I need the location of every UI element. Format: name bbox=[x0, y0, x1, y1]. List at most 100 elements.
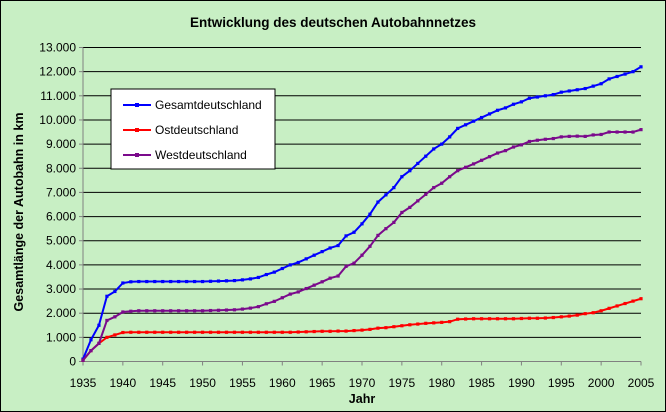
data-point-westdeutschland bbox=[352, 261, 356, 265]
data-point-westdeutschland bbox=[248, 306, 252, 310]
series-westdeutschland bbox=[81, 128, 643, 362]
data-point-gesamtdeutschland bbox=[304, 257, 308, 261]
data-point-gesamtdeutschland bbox=[440, 142, 444, 146]
data-point-ostdeutschland bbox=[511, 317, 516, 321]
data-point-gesamtdeutschland bbox=[416, 161, 420, 166]
data-point-westdeutschland bbox=[161, 309, 165, 313]
legend-label: Westdeutschland bbox=[155, 148, 247, 162]
data-point-gesamtdeutschland bbox=[113, 289, 117, 294]
data-point-gesamtdeutschland bbox=[599, 82, 603, 86]
data-point-gesamtdeutschland bbox=[607, 77, 611, 81]
legend-item-westdeutschland: Westdeutschland bbox=[123, 148, 247, 162]
series-layer bbox=[81, 65, 643, 362]
data-point-ostdeutschland bbox=[288, 330, 292, 334]
legend-swatch-marker bbox=[135, 128, 139, 132]
data-point-gesamtdeutschland bbox=[256, 275, 260, 280]
series-ostdeutschland bbox=[81, 297, 643, 362]
y-tick-label: 7.000 bbox=[46, 185, 76, 199]
data-point-gesamtdeutschland bbox=[248, 277, 252, 281]
data-point-westdeutschland bbox=[280, 296, 284, 300]
data-point-westdeutschland bbox=[424, 192, 428, 196]
data-point-gesamtdeutschland bbox=[280, 266, 284, 271]
data-point-ostdeutschland bbox=[432, 321, 436, 325]
data-point-ostdeutschland bbox=[161, 330, 165, 334]
x-tick-label: 1990 bbox=[508, 376, 535, 390]
data-point-gesamtdeutschland bbox=[193, 279, 197, 284]
x-tick-label: 1970 bbox=[349, 376, 376, 390]
x-tick-label: 1955 bbox=[229, 376, 256, 390]
data-point-gesamtdeutschland bbox=[479, 115, 484, 120]
x-tick-label: 1940 bbox=[110, 376, 137, 390]
data-point-gesamtdeutschland bbox=[583, 86, 587, 91]
data-point-westdeutschland bbox=[456, 169, 460, 173]
data-point-westdeutschland bbox=[591, 133, 595, 137]
data-point-gesamtdeutschland bbox=[129, 280, 133, 284]
legend-swatch-marker bbox=[135, 103, 139, 107]
legend-item-ostdeutschland: Ostdeutschland bbox=[123, 123, 238, 137]
data-point-westdeutschland bbox=[503, 149, 508, 153]
legend-item-gesamtdeutschland: Gesamtdeutschland bbox=[123, 98, 262, 112]
data-point-gesamtdeutschland bbox=[216, 279, 221, 283]
x-tick-label: 2005 bbox=[628, 376, 655, 390]
data-point-westdeutschland bbox=[177, 309, 181, 313]
data-point-gesamtdeutschland bbox=[224, 279, 229, 283]
data-point-ostdeutschland bbox=[352, 328, 356, 333]
data-point-ostdeutschland bbox=[137, 330, 141, 334]
data-point-gesamtdeutschland bbox=[495, 108, 500, 112]
data-point-gesamtdeutschland bbox=[208, 279, 213, 283]
data-point-gesamtdeutschland bbox=[472, 119, 476, 123]
x-tick-label: 1975 bbox=[389, 376, 416, 390]
data-point-gesamtdeutschland bbox=[344, 234, 348, 238]
data-point-westdeutschland bbox=[288, 292, 292, 296]
axes bbox=[79, 47, 642, 366]
data-point-gesamtdeutschland bbox=[511, 102, 516, 106]
data-point-gesamtdeutschland bbox=[384, 193, 388, 197]
data-point-gesamtdeutschland bbox=[105, 294, 109, 298]
data-point-ostdeutschland bbox=[185, 330, 189, 334]
data-point-ostdeutschland bbox=[208, 330, 213, 334]
data-point-gesamtdeutschland bbox=[97, 323, 101, 327]
data-point-westdeutschland bbox=[89, 349, 93, 353]
data-point-westdeutschland bbox=[304, 286, 308, 291]
data-point-gesamtdeutschland bbox=[360, 222, 364, 226]
data-point-westdeutschland bbox=[535, 138, 539, 142]
data-point-gesamtdeutschland bbox=[400, 175, 404, 179]
data-point-ostdeutschland bbox=[113, 333, 117, 337]
data-point-ostdeutschland bbox=[145, 330, 149, 334]
data-point-ostdeutschland bbox=[304, 330, 308, 334]
data-point-gesamtdeutschland bbox=[448, 135, 452, 139]
x-tick-label: 1945 bbox=[149, 376, 176, 390]
data-point-ostdeutschland bbox=[607, 306, 611, 310]
data-point-ostdeutschland bbox=[591, 311, 595, 315]
data-point-westdeutschland bbox=[559, 135, 563, 139]
data-point-gesamtdeutschland bbox=[200, 279, 205, 284]
data-point-ostdeutschland bbox=[440, 320, 444, 324]
data-point-gesamtdeutschland bbox=[185, 279, 189, 284]
data-point-gesamtdeutschland bbox=[121, 281, 125, 285]
data-point-ostdeutschland bbox=[121, 330, 125, 335]
data-point-westdeutschland bbox=[121, 310, 125, 314]
data-point-gesamtdeutschland bbox=[567, 89, 571, 93]
data-point-ostdeutschland bbox=[623, 301, 627, 306]
y-tick-label: 4.000 bbox=[46, 258, 76, 272]
data-point-ostdeutschland bbox=[559, 315, 563, 319]
data-point-ostdeutschland bbox=[408, 323, 412, 327]
data-point-westdeutschland bbox=[487, 155, 492, 159]
data-point-gesamtdeutschland bbox=[161, 279, 165, 284]
data-point-westdeutschland bbox=[113, 315, 117, 319]
data-point-westdeutschland bbox=[320, 280, 324, 284]
data-point-westdeutschland bbox=[615, 130, 619, 134]
data-point-westdeutschland bbox=[376, 233, 380, 238]
data-point-ostdeutschland bbox=[280, 330, 284, 334]
legend-label: Gesamtdeutschland bbox=[155, 98, 262, 112]
data-point-westdeutschland bbox=[607, 130, 611, 134]
data-point-ostdeutschland bbox=[336, 329, 340, 333]
data-point-westdeutschland bbox=[256, 305, 260, 309]
data-point-ostdeutschland bbox=[240, 330, 245, 334]
data-point-ostdeutschland bbox=[232, 330, 237, 334]
data-point-gesamtdeutschland bbox=[464, 123, 468, 127]
y-axis-label: Gesamtlänge der Autobahn in km bbox=[12, 113, 26, 312]
data-point-ostdeutschland bbox=[639, 297, 643, 301]
data-point-gesamtdeutschland bbox=[487, 112, 492, 116]
